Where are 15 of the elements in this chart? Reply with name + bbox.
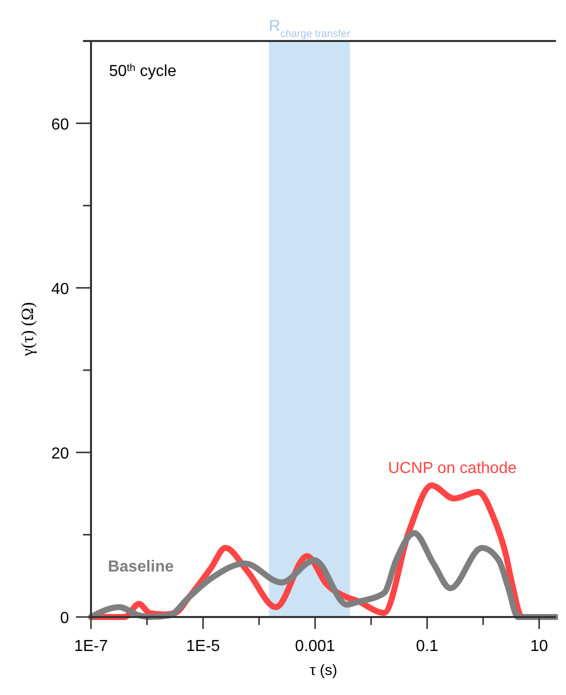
series-label: UCNP on cathode bbox=[388, 460, 517, 477]
y-axis-title: γ(τ) (Ω) bbox=[18, 302, 37, 357]
y-tick-label: 60 bbox=[51, 116, 70, 134]
x-tick-label: 10 bbox=[530, 638, 548, 655]
x-tick-label: 0.001 bbox=[295, 638, 336, 655]
y-tick-label: 20 bbox=[51, 445, 70, 462]
x-tick-label: 1E-7 bbox=[74, 638, 108, 655]
y-tick-label: 0 bbox=[60, 610, 70, 627]
band-label: R$_{charge transfer}$ bbox=[268, 18, 351, 40]
series-label: Baseline bbox=[108, 558, 174, 576]
x-tick-label: 1E-5 bbox=[186, 638, 220, 655]
y-tick-label: 40 bbox=[51, 280, 70, 298]
x-axis-title: τ (s) bbox=[310, 662, 338, 679]
annotation: 50$^{th}$ cycle bbox=[109, 62, 176, 80]
x-tick-label: 0.1 bbox=[416, 638, 438, 655]
